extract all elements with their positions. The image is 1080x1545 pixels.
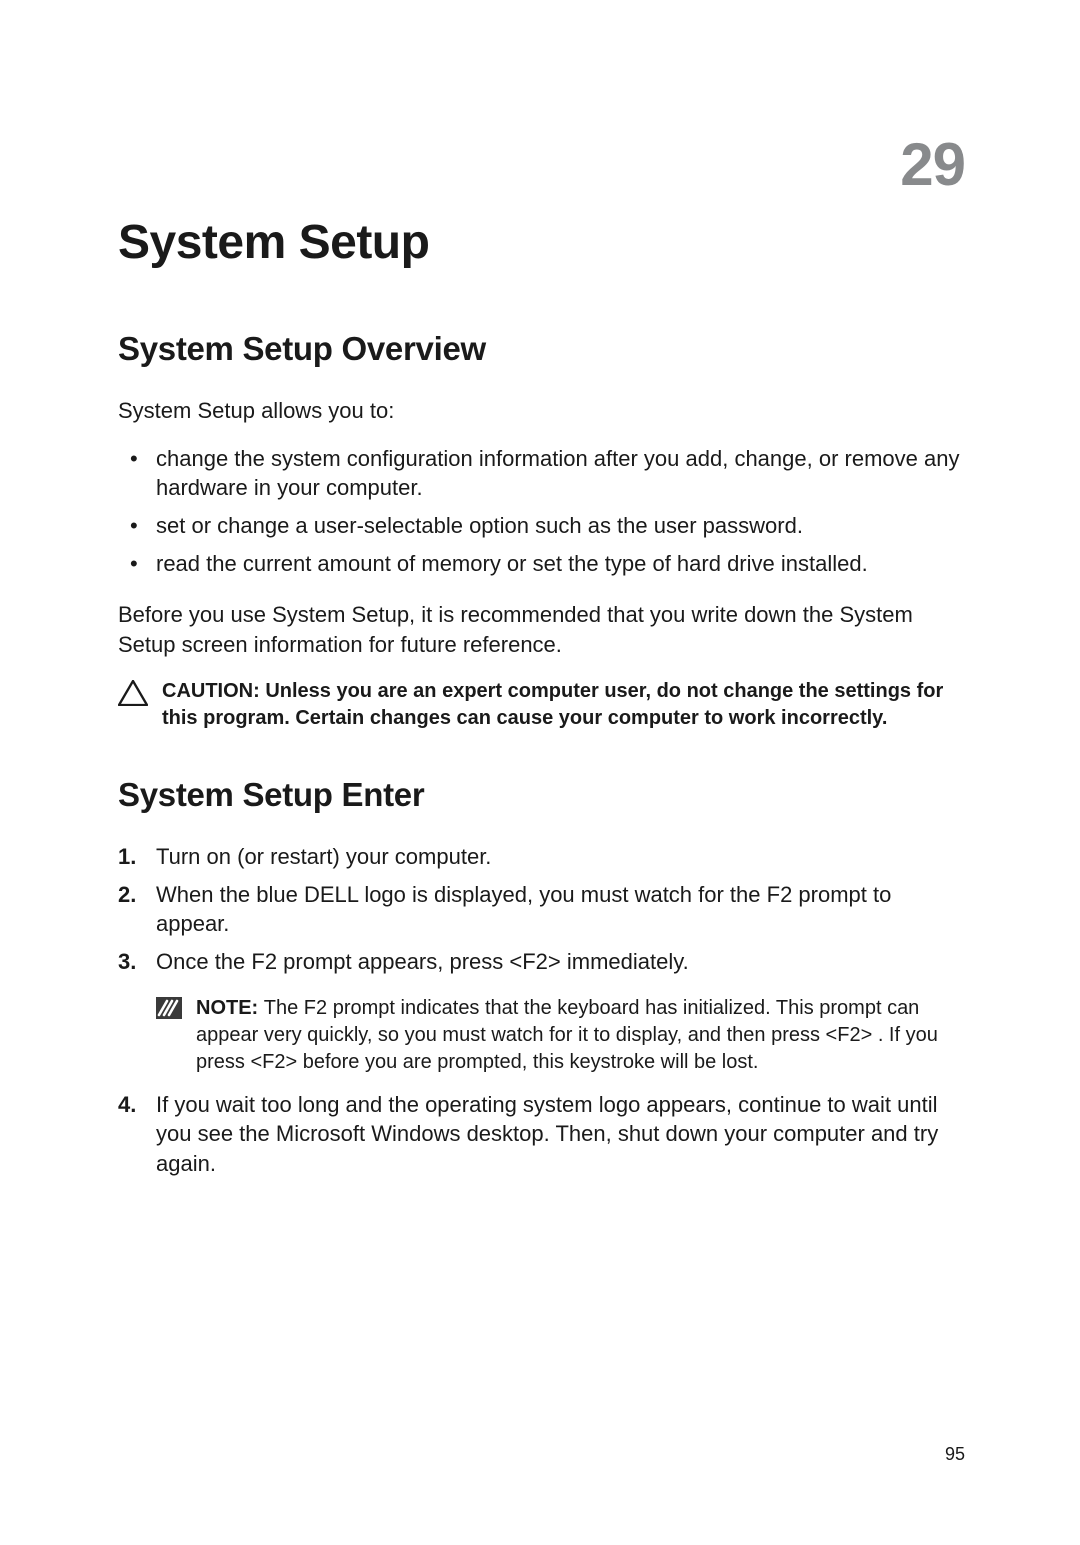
list-item: set or change a user-selectable option s… xyxy=(118,511,970,541)
overview-paragraph: Before you use System Setup, it is recom… xyxy=(118,600,970,659)
page-number: 95 xyxy=(945,1444,965,1465)
list-item: If you wait too long and the operating s… xyxy=(118,1090,970,1179)
enter-steps-list-cont: If you wait too long and the operating s… xyxy=(118,1090,970,1179)
caution-text: CAUTION: Unless you are an expert comput… xyxy=(162,678,970,732)
list-item: read the current amount of memory or set… xyxy=(118,549,970,579)
list-item: change the system configuration informat… xyxy=(118,444,970,503)
overview-bullet-list: change the system configuration informat… xyxy=(118,444,970,579)
list-item: When the blue DELL logo is displayed, yo… xyxy=(118,880,970,939)
section-heading-overview: System Setup Overview xyxy=(118,330,970,368)
section-heading-enter: System Setup Enter xyxy=(118,776,970,814)
note-text: NOTE: The F2 prompt indicates that the k… xyxy=(196,995,970,1076)
note-lead: NOTE: xyxy=(196,997,264,1019)
page-title: System Setup xyxy=(118,215,970,270)
enter-steps-list: Turn on (or restart) your computer. When… xyxy=(118,842,970,977)
list-item: Once the F2 prompt appears, press <F2> i… xyxy=(118,947,970,977)
caution-icon xyxy=(118,680,148,706)
chapter-number: 29 xyxy=(900,130,965,199)
note-callout: NOTE: The F2 prompt indicates that the k… xyxy=(156,995,970,1076)
caution-body: Unless you are an expert computer user, … xyxy=(162,680,943,729)
note-body: The F2 prompt indicates that the keyboar… xyxy=(196,997,938,1073)
overview-intro: System Setup allows you to: xyxy=(118,396,970,426)
caution-callout: CAUTION: Unless you are an expert comput… xyxy=(118,678,970,732)
list-item: Turn on (or restart) your computer. xyxy=(118,842,970,872)
caution-lead: CAUTION: xyxy=(162,680,265,702)
note-icon xyxy=(156,997,182,1019)
